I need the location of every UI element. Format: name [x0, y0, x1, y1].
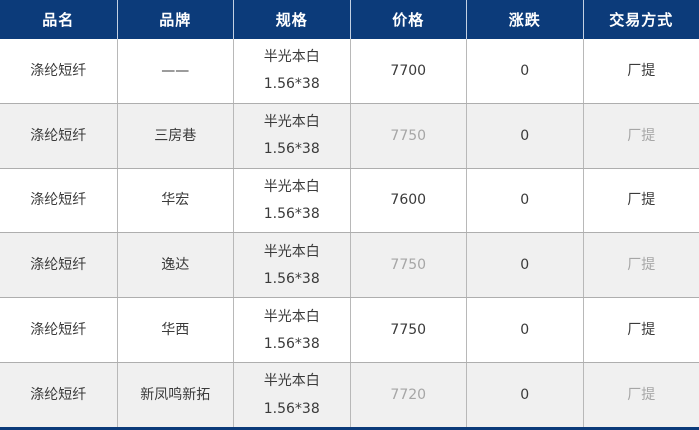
product-cell: 涤纶短纤 [30, 192, 87, 209]
spec-line-1: 半光本白 [263, 114, 320, 131]
spec-line-1: 半光本白 [263, 308, 320, 325]
table-row: 涤纶短纤 —— 半光本白 1.56*38 7700 0 厂提 [0, 39, 699, 103]
price-cell: 7600 [349, 168, 467, 233]
change-cell: 0 [466, 39, 583, 103]
table-body: 涤纶短纤 —— 半光本白 1.56*38 7700 0 厂提 涤纶短纤 三房巷 … [0, 39, 699, 427]
brand-cell: 华西 [116, 298, 234, 363]
product-cell: 涤纶短纤 [30, 62, 87, 79]
trade-method-cell: 厂提 [582, 39, 699, 103]
price-cell: 7750 [349, 103, 467, 168]
price-cell: 7700 [349, 39, 467, 103]
brand-cell: 华宏 [116, 168, 234, 233]
header-trade-method: 交易方式 [582, 0, 699, 39]
price-cell: 7720 [349, 363, 467, 427]
spec-cell: 半光本白 1.56*38 [233, 103, 350, 168]
trade-method-cell: 厂提 [582, 363, 699, 427]
change-cell: 0 [466, 233, 583, 298]
spec-line-2: 1.56*38 [263, 335, 320, 352]
spec-line-1: 半光本白 [263, 49, 320, 66]
table-row: 涤纶短纤 逸达 半光本白 1.56*38 7750 0 厂提 [0, 232, 699, 298]
brand-cell: —— [116, 39, 234, 103]
spec-line-2: 1.56*38 [263, 270, 320, 287]
change-cell: 0 [466, 168, 583, 233]
brand-cell: 新凤鸣新拓 [116, 363, 234, 427]
spec-cell: 半光本白 1.56*38 [233, 233, 350, 298]
spec-line-1: 半光本白 [263, 243, 320, 260]
spec-line-2: 1.56*38 [263, 400, 320, 417]
table-row: 涤纶短纤 华宏 半光本白 1.56*38 7600 0 厂提 [0, 167, 699, 233]
header-change: 涨跌 [466, 0, 583, 39]
trade-method-cell: 厂提 [582, 298, 699, 363]
table-header-row: 品名 品牌 规格 价格 涨跌 交易方式 [0, 0, 699, 39]
spec-line-2: 1.56*38 [263, 206, 320, 223]
trade-method-cell: 厂提 [582, 233, 699, 298]
trade-method-cell: 厂提 [582, 168, 699, 233]
change-cell: 0 [466, 298, 583, 363]
table-row: 涤纶短纤 三房巷 半光本白 1.56*38 7750 0 厂提 [0, 102, 699, 168]
trade-method-cell: 厂提 [582, 103, 699, 168]
spec-cell: 半光本白 1.56*38 [233, 39, 350, 103]
price-cell: 7750 [349, 233, 467, 298]
product-cell: 涤纶短纤 [30, 322, 87, 339]
change-cell: 0 [466, 103, 583, 168]
product-cell: 涤纶短纤 [30, 386, 87, 403]
header-price: 价格 [349, 0, 467, 39]
product-cell: 涤纶短纤 [30, 257, 87, 274]
header-brand: 品牌 [116, 0, 234, 39]
spec-line-1: 半光本白 [263, 373, 320, 390]
change-cell: 0 [466, 363, 583, 427]
spec-line-2: 1.56*38 [263, 141, 320, 158]
table-row: 涤纶短纤 新凤鸣新拓 半光本白 1.56*38 7720 0 厂提 [0, 362, 699, 427]
header-product: 品名 [42, 11, 75, 29]
next-table-header-edge [0, 427, 699, 430]
brand-cell: 三房巷 [116, 103, 234, 168]
header-spec: 规格 [233, 0, 350, 39]
spec-line-2: 1.56*38 [263, 76, 320, 93]
spec-line-1: 半光本白 [263, 178, 320, 195]
price-cell: 7750 [349, 298, 467, 363]
spec-cell: 半光本白 1.56*38 [233, 363, 350, 427]
spec-cell: 半光本白 1.56*38 [233, 168, 350, 233]
table-row: 涤纶短纤 华西 半光本白 1.56*38 7750 0 厂提 [0, 297, 699, 363]
product-cell: 涤纶短纤 [30, 127, 87, 144]
brand-cell: 逸达 [116, 233, 234, 298]
spec-cell: 半光本白 1.56*38 [233, 298, 350, 363]
